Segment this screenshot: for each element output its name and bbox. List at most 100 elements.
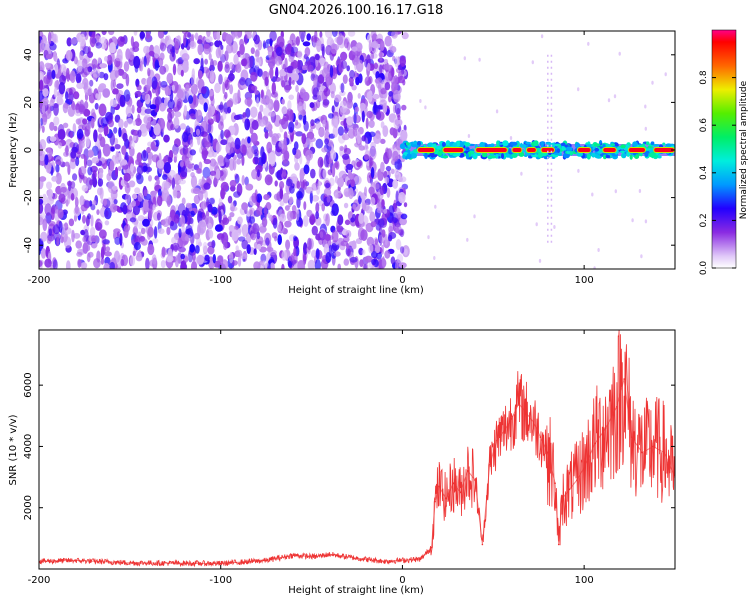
spectral-noise-blob [150, 190, 157, 197]
signal-band-point [650, 141, 655, 146]
spectral-noise-blob [92, 199, 97, 206]
spectral-noise-blob [241, 224, 249, 237]
spectral-noise-blob [105, 246, 111, 252]
signal-band-point [479, 141, 485, 149]
spectral-noise-blob [96, 250, 101, 263]
spectral-noise-blob [368, 119, 375, 128]
spectral-noise-blob [51, 205, 56, 214]
spectral-noise-blob [388, 225, 393, 233]
spectral-noise-blob [356, 161, 362, 168]
spectral-noise-blob [392, 127, 398, 139]
spectral-noise-blob [302, 64, 307, 71]
spectral-noise-blob [134, 90, 142, 98]
spectral-noise-blob [91, 58, 98, 69]
spectral-noise-blob [70, 150, 77, 159]
spectral-noise-blob [230, 202, 236, 212]
spectral-noise-blob [282, 192, 290, 204]
spectral-noise-blob [251, 192, 258, 203]
spectral-noise-blob [244, 118, 251, 131]
spectral-stray-point [664, 72, 667, 77]
x-tick-label: 100 [575, 575, 594, 586]
spectral-noise-blob [209, 261, 215, 269]
spectral-noise-blob [136, 84, 142, 91]
spectral-noise-blob [147, 67, 151, 77]
signal-band-point [405, 142, 410, 146]
spectral-noise-blob [204, 254, 210, 262]
spectral-noise-blob [176, 89, 184, 99]
spectral-noise-blob [274, 180, 278, 187]
spectral-noise-blob [359, 259, 364, 267]
spectral-noise-blob [370, 167, 375, 179]
spectral-noise-blob [358, 212, 365, 224]
spectral-noise-blob [323, 187, 332, 197]
spectral-noise-blob [344, 127, 349, 134]
spectral-noise-blob [202, 241, 208, 253]
spectral-noise-blob [373, 101, 377, 114]
y-tick-label: 4000 [23, 434, 34, 459]
spectral-noise-blob [234, 64, 242, 74]
spectral-noise-blob [245, 107, 251, 118]
spectral-noise-blob [97, 57, 102, 64]
spectral-noise-blob [196, 134, 201, 146]
signal-band-point [626, 151, 631, 156]
signal-band-point [459, 141, 465, 148]
spectral-noise-blob [267, 176, 272, 183]
spectral-noise-blob [378, 226, 383, 236]
spectral-noise-blob [306, 209, 313, 218]
snr-xlabel: Height of straight line (km) [288, 585, 424, 596]
spectral-noise-blob [137, 129, 142, 138]
spectral-noise-blob [76, 82, 84, 90]
spectral-noise-blob [391, 31, 398, 39]
spectral-noise-blob [136, 165, 144, 175]
signal-band-point [490, 155, 497, 159]
spectral-noise-blob [247, 136, 251, 144]
spectral-noise-blob [137, 192, 143, 202]
spectral-noise-blob [197, 39, 203, 45]
spectral-noise-blob [86, 159, 93, 167]
spectral-noise-blob [288, 94, 295, 100]
spectral-noise-blob [68, 87, 76, 95]
spectral-stray-point [531, 60, 534, 65]
snr-point [547, 451, 549, 454]
spectral-noise-blob [189, 139, 194, 148]
spectral-noise-blob [65, 145, 69, 156]
spectral-noise-blob [148, 208, 153, 220]
spectral-noise-blob [397, 64, 403, 71]
spectral-noise-blob [208, 197, 215, 205]
spectral-noise-blob [253, 261, 261, 269]
spectral-noise-blob [303, 164, 310, 175]
spectral-noise-blob [288, 76, 292, 86]
spectral-noise-blob [334, 192, 339, 199]
spectral-noise-blob [207, 203, 213, 213]
spectral-noise-blob [167, 88, 171, 96]
spectral-noise-blob [122, 204, 128, 215]
x-tick-label: -100 [209, 575, 232, 586]
spectral-noise-blob [335, 160, 340, 170]
spectral-stray-point [520, 171, 523, 176]
spectral-noise-blob [289, 196, 294, 204]
snr-point [474, 479, 476, 481]
x-tick-label: 0 [399, 575, 405, 586]
snr-point [383, 560, 386, 563]
spectral-noise-blob [265, 237, 270, 246]
spectral-noise-blob [243, 34, 248, 45]
spectral-noise-blob [97, 178, 104, 187]
spectral-noise-blob [177, 100, 182, 111]
spectral-noise-blob [332, 125, 339, 138]
spectral-stray-point [577, 87, 580, 92]
spectral-stray-point [553, 225, 556, 229]
spectral-noise-blob [78, 140, 83, 153]
spectral-noise-blob [66, 193, 71, 205]
spectral-noise-blob [114, 236, 121, 245]
spectral-noise-blob [228, 62, 234, 70]
spectral-noise-blob [342, 74, 348, 84]
spectral-noise-blob [292, 68, 300, 75]
spectral-noise-blob [361, 135, 367, 142]
spectral-noise-blob [97, 187, 103, 196]
spectral-noise-blob [71, 229, 75, 243]
spectral-noise-blob [80, 153, 86, 159]
spectral-noise-blob [368, 243, 374, 254]
spectral-noise-blob [198, 70, 203, 80]
